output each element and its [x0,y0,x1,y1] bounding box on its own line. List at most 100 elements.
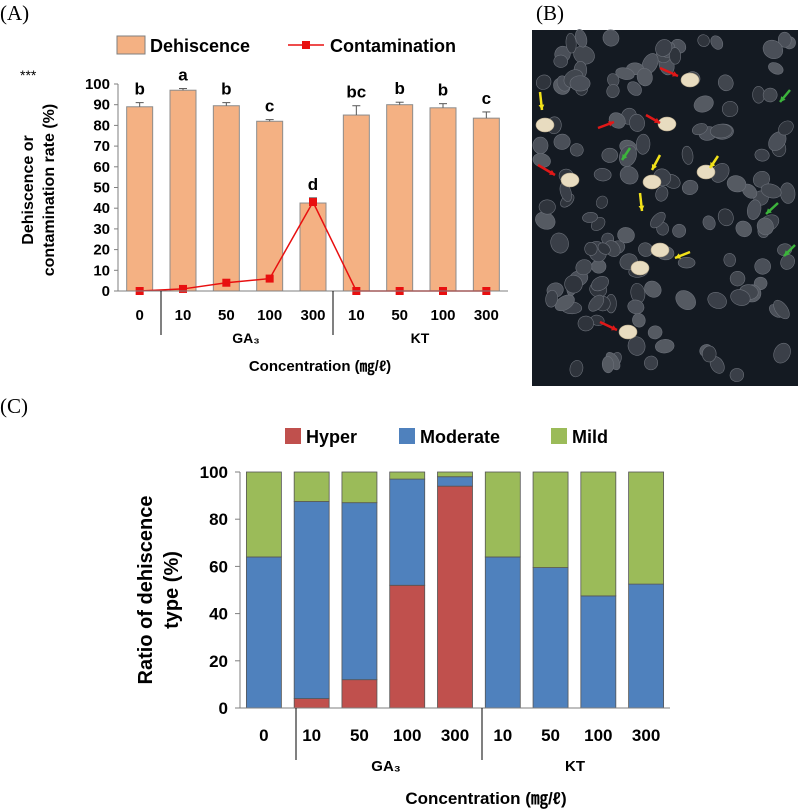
seed [545,289,558,308]
dehisced-seed [535,117,555,133]
bar-dehiscence [212,105,240,292]
dehisced-seed [560,172,580,188]
seed [582,211,598,223]
seed [746,199,762,220]
y-tick-label-a: 40 [93,200,110,217]
bar-segment-moderate [628,583,665,709]
seed [588,294,605,312]
x-tick-label-a: 10 [175,307,192,324]
dehisced-seed [657,116,677,132]
red-arrow-head [654,117,660,123]
seed [619,166,639,185]
seed [575,259,593,276]
legend-label-hyper: Hyper [306,427,357,447]
group-label-a-ga3: GA₃ [232,330,259,346]
bar-dehiscence [169,89,197,292]
green-arrow-head [784,250,790,256]
seed [577,315,594,332]
seed [564,274,583,294]
x-tick-label-a: 300 [300,307,325,324]
seed [655,186,669,202]
seed [773,299,790,320]
x-tick-label-a: 100 [430,307,455,324]
significance-letter: b [394,79,404,98]
seed [707,292,727,309]
seed [619,145,637,167]
red-arrow-head [672,71,678,77]
point-contamination [222,278,231,287]
seed [593,168,612,182]
y-tick-label-a: 90 [93,97,110,114]
significance-letter: b [134,80,144,99]
legend-label-contamination: Contamination [330,36,456,56]
bar-segment-moderate [341,502,378,681]
bar-segment-mild [484,471,521,558]
x-tick-label-c: 300 [441,726,469,745]
y-tick-label-a: 50 [93,180,110,197]
legend-swatch-moderate [399,428,415,444]
group-label-c-kt: KT [565,758,585,775]
seed [627,81,642,96]
seed [550,232,569,254]
y-tick-label-a: 30 [93,221,110,238]
seed [584,242,598,256]
x-tick-label-c: 300 [632,726,660,745]
seed [602,29,620,47]
bar-segment-hyper [341,679,378,709]
group-label-a-kt: KT [411,330,430,346]
seed [532,136,549,154]
x-tick-label-a: 0 [135,307,143,324]
bar-segment-hyper [389,584,426,709]
significance-letter: c [482,89,491,108]
seed [606,84,620,98]
significance-letter: b [221,80,231,99]
seed [597,242,611,255]
bar-segment-mild [580,471,617,597]
bar-segment-mild [389,471,426,480]
y-tick-label-c: 40 [209,605,228,624]
seed [768,62,784,75]
seed [717,208,734,227]
green-arrow-head [766,208,772,214]
seed [655,39,673,57]
bar-segment-mild [532,471,569,568]
y-tick-label-a: 70 [93,138,110,155]
point-contamination [179,284,187,293]
significance-letter: b [438,81,448,100]
seed [635,133,651,155]
legend-marker-contamination [302,41,310,49]
seed [729,368,745,382]
seed [644,280,662,298]
seed [681,179,699,195]
yellow-arrow-head [638,205,645,211]
seed [681,145,694,165]
seed [591,276,609,292]
seed [554,294,575,312]
seed [735,220,752,238]
yellow-arrow-head [675,253,681,259]
seed [627,299,645,315]
seed [760,183,782,199]
seed [565,32,577,54]
y-tick-label-a: 10 [93,262,110,279]
panel-label-a: (A) [0,1,29,25]
bar-dehiscence [256,120,284,292]
x-tick-label-c: 50 [541,726,560,745]
y-axis-title-a-line2: contamination rate (%) [41,104,58,276]
seed [762,87,778,103]
bar-dehiscence [472,117,500,292]
y-tick-label-a: 20 [93,242,110,259]
y-axis-title-c-line1: Ratio of dehiscence [135,496,157,685]
seed [677,257,696,269]
y-axis-title-c-line2: type (%) [161,551,183,629]
y-tick-label-c: 0 [219,699,228,718]
yellow-arrow-head [710,162,716,168]
bar-segment-moderate [293,501,330,699]
seed [777,31,792,48]
seed [711,162,730,183]
yellow-arrow-head [651,164,658,170]
seed [756,217,774,236]
bar-segment-mild [437,471,473,478]
red-arrow-head [611,325,617,331]
bar-segment-moderate [437,476,473,487]
